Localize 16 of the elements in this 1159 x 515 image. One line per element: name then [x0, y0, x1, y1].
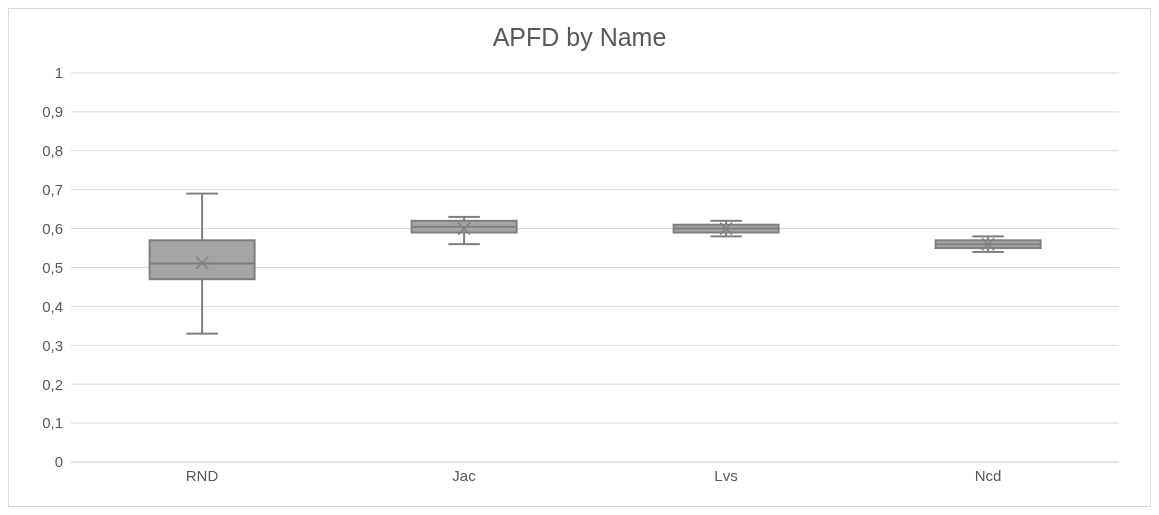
- y-tick-label: 0,7: [42, 181, 63, 199]
- x-tick-label: Jac: [452, 466, 477, 484]
- y-tick-label: 0,4: [42, 297, 63, 315]
- y-tick-label: 0,2: [42, 375, 63, 393]
- y-tick-label: 0,9: [42, 103, 63, 121]
- x-tick-label: Ncd: [974, 466, 1002, 484]
- y-tick-label: 0,6: [42, 219, 63, 237]
- chart-title: APFD by Name: [491, 22, 668, 53]
- x-tick-label: RND: [185, 466, 219, 484]
- y-tick-label: 0,5: [42, 258, 63, 276]
- y-tick-label: 0: [54, 453, 63, 471]
- y-tick-label: 1: [54, 64, 63, 82]
- y-tick-label: 0,8: [42, 142, 63, 160]
- y-tick-label: 0,1: [42, 414, 63, 432]
- x-tick-label: Lvs: [714, 466, 738, 484]
- y-tick-label: 0,3: [42, 336, 63, 354]
